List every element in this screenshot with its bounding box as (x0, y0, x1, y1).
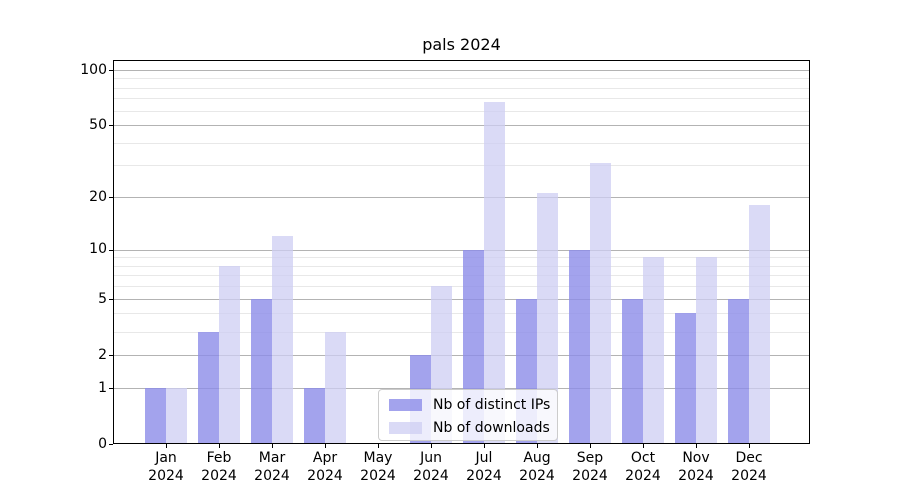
y-tick-mark (109, 444, 113, 445)
x-tick-mark (484, 444, 485, 448)
x-tick-mark (272, 444, 273, 448)
y-tick-mark (109, 197, 113, 198)
x-tick-mark (325, 444, 326, 448)
bar-distinct-ips-oct (622, 298, 643, 444)
gridline-major (113, 249, 810, 251)
gridline-minor (113, 286, 810, 288)
gridline-major (113, 125, 810, 126)
bar-downloads-sep (590, 162, 611, 444)
gridline-minor (113, 87, 810, 89)
gridline-major (113, 69, 810, 71)
x-tick-label: Sep 2024 (572, 450, 608, 484)
bar-distinct-ips-nov (675, 313, 696, 444)
y-tick-mark (109, 387, 113, 389)
y-tick-mark (109, 249, 113, 251)
x-tick-label: Jul 2024 (466, 450, 502, 484)
bar-downloads-aug (537, 193, 558, 444)
gridline-minor (113, 98, 810, 100)
bar-distinct-ips-jan (145, 387, 166, 444)
chart-title: pals 2024 (422, 35, 501, 54)
x-tick-label: Feb 2024 (201, 450, 237, 484)
x-tick-mark (378, 444, 379, 448)
y-tick-mark (109, 69, 113, 71)
bar-downloads-oct (643, 257, 664, 444)
x-tick-mark (431, 444, 432, 448)
x-tick-label: Jan 2024 (148, 450, 184, 484)
x-tick-label: Apr 2024 (307, 450, 343, 484)
legend-label-distinct-ips: Nb of distinct IPs (433, 397, 551, 413)
bar-distinct-ips-sep (569, 249, 590, 444)
legend: Nb of distinct IPs Nb of downloads (378, 389, 558, 441)
y-tick-mark (109, 354, 113, 356)
gridline-minor (113, 142, 810, 144)
y-tick-mark (109, 298, 113, 300)
legend-swatch-downloads (389, 422, 422, 434)
x-tick-mark (696, 444, 697, 448)
x-tick-mark (643, 444, 644, 448)
y-tick-label: 0 (98, 436, 107, 452)
y-tick-label: 50 (89, 117, 107, 134)
gridline-major (113, 298, 810, 300)
bar-downloads-feb (219, 265, 240, 444)
legend-swatch-distinct-ips (389, 399, 422, 411)
gridline-minor (113, 257, 810, 259)
gridline-minor (113, 110, 810, 112)
bar-downloads-dec (749, 205, 770, 444)
x-tick-mark (537, 444, 538, 448)
bar-downloads-apr (325, 331, 346, 444)
x-tick-mark (219, 444, 220, 448)
x-tick-label: Oct 2024 (625, 450, 661, 484)
gridline-minor (113, 275, 810, 277)
x-tick-mark (166, 444, 167, 448)
bar-downloads-nov (696, 257, 717, 444)
y-tick-mark (109, 125, 113, 126)
bar-distinct-ips-feb (198, 331, 219, 444)
y-tick-label: 10 (89, 241, 107, 258)
bar-distinct-ips-dec (728, 298, 749, 444)
x-tick-label: Dec 2024 (731, 450, 767, 484)
x-tick-label: May 2024 (360, 450, 396, 484)
gridline-major (113, 387, 810, 389)
x-tick-mark (590, 444, 591, 448)
bar-downloads-jul (484, 101, 505, 444)
gridline-major (113, 354, 810, 356)
y-tick-label: 1 (98, 379, 107, 396)
bar-distinct-ips-mar (251, 298, 272, 444)
x-tick-label: Jun 2024 (413, 450, 449, 484)
x-tick-label: Nov 2024 (678, 450, 714, 484)
x-tick-label: Mar 2024 (254, 450, 290, 484)
gridline-minor (113, 265, 810, 267)
gridline-major (113, 197, 810, 198)
x-tick-label: Aug 2024 (519, 450, 555, 484)
y-tick-label: 2 (98, 346, 107, 363)
x-tick-mark (749, 444, 750, 448)
y-tick-label: 100 (80, 61, 107, 78)
gridline-minor (113, 165, 810, 167)
gridline-minor (113, 313, 810, 315)
legend-label-downloads: Nb of downloads (433, 420, 550, 436)
bar-downloads-mar (272, 235, 293, 444)
y-tick-label: 5 (98, 290, 107, 307)
gridline-minor (113, 78, 810, 80)
bar-distinct-ips-apr (304, 387, 325, 444)
gridline-minor (113, 331, 810, 333)
y-tick-label: 20 (89, 189, 107, 205)
bar-downloads-jan (166, 387, 187, 444)
